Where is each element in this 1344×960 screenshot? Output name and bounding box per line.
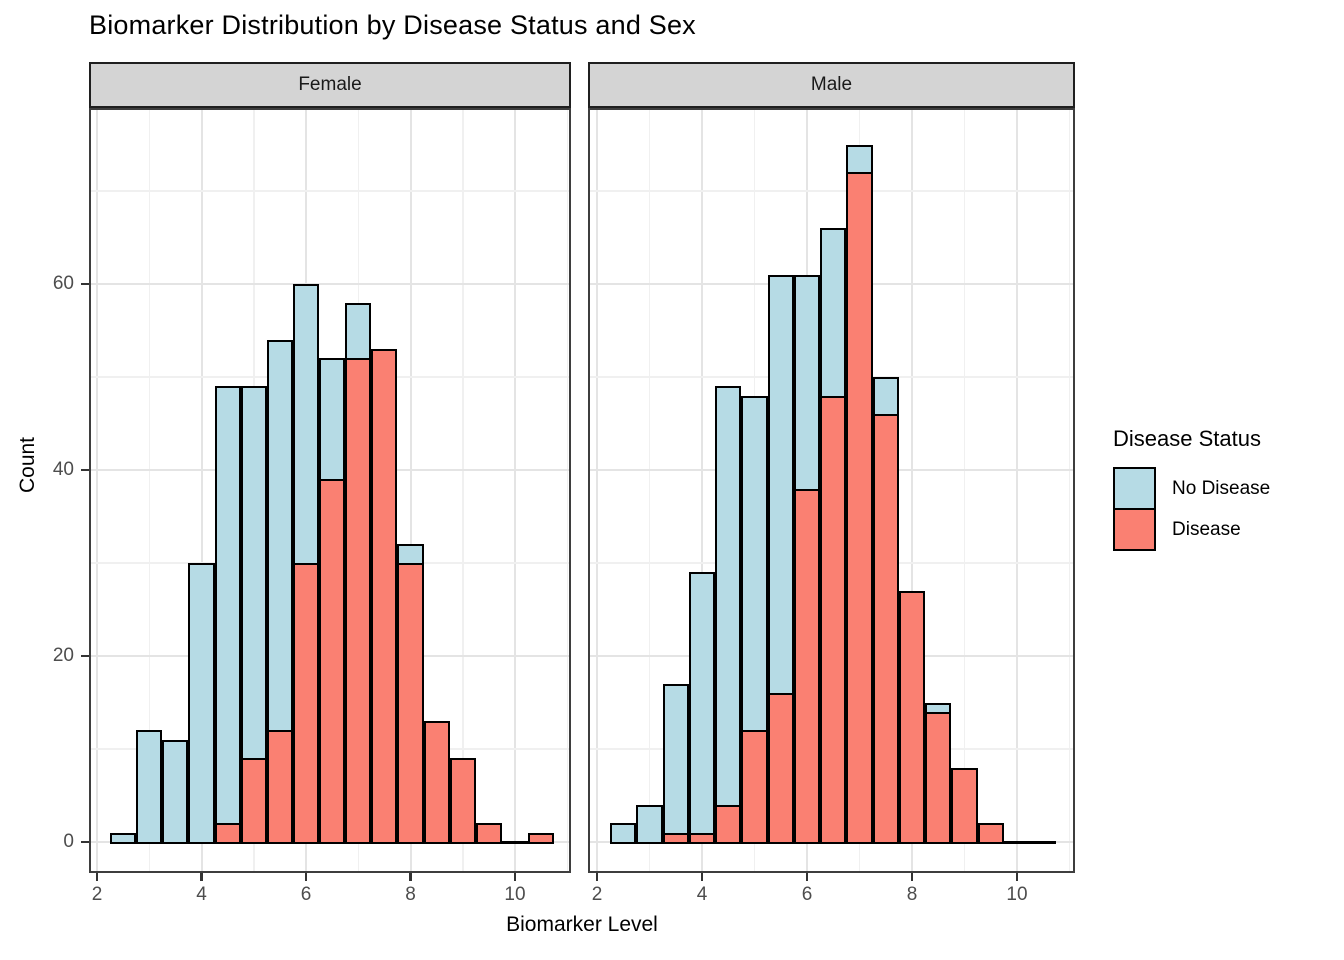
- x-axis-tick: [1015, 873, 1019, 881]
- x-axis-tick: [805, 873, 809, 881]
- histogram-bar: [188, 563, 215, 844]
- histogram-bar: [951, 767, 978, 844]
- facet-strip-label-male: Male: [810, 74, 853, 95]
- gridline-y-major: [91, 283, 569, 285]
- gridline-x-minor: [148, 110, 150, 871]
- histogram-bar: [214, 823, 241, 844]
- histogram-bar: [528, 832, 555, 844]
- y-axis-tick: [81, 468, 89, 472]
- disease-swatch: [1113, 508, 1156, 551]
- gridline-x-major: [200, 110, 203, 871]
- gridline-x-major: [596, 110, 598, 871]
- histogram-bar: [715, 386, 742, 844]
- histogram-bar: [977, 823, 1004, 844]
- histogram-bar: [423, 721, 450, 844]
- x-axis-tick: [200, 873, 203, 881]
- histogram-bar: [240, 758, 267, 844]
- y-axis-title: Count: [16, 436, 39, 494]
- y-axis-tick: [81, 282, 89, 286]
- histogram-bar: [688, 832, 716, 844]
- y-axis-tick-label: 20: [52, 645, 74, 666]
- x-axis-tick: [513, 873, 517, 881]
- legend-item-no-disease: No Disease: [1113, 467, 1270, 510]
- histogram-bar: [662, 683, 689, 844]
- x-axis-tick-label: 8: [405, 884, 416, 905]
- histogram-bar: [110, 832, 137, 844]
- gridline-y-minor: [91, 190, 569, 192]
- histogram-bar: [214, 386, 241, 844]
- histogram-bar: [397, 563, 424, 844]
- histogram-bar: [793, 488, 821, 844]
- y-axis-tick-label: 60: [52, 273, 74, 294]
- gridline-x-major: [701, 110, 703, 871]
- histogram-bar: [688, 572, 716, 844]
- y-axis-tick: [81, 654, 89, 658]
- histogram-bar: [820, 395, 847, 844]
- x-axis-tick-label: 8: [906, 884, 918, 905]
- x-axis-tick-label: 10: [1006, 884, 1028, 905]
- histogram-bar: [449, 758, 476, 844]
- gridline-x-minor: [963, 110, 966, 871]
- histogram-bar: [136, 730, 163, 844]
- x-axis-tick-label: 2: [91, 884, 103, 905]
- gridline-x-major: [96, 110, 98, 871]
- gridline-x-major: [514, 110, 516, 871]
- histogram-bar: [610, 823, 637, 844]
- x-axis-tick: [700, 873, 704, 881]
- gridline-x-minor: [462, 110, 464, 871]
- x-axis-tick: [910, 873, 914, 881]
- x-axis-tick-label: 4: [696, 884, 708, 905]
- histogram-bar: [872, 414, 899, 844]
- histogram-bar: [475, 823, 502, 844]
- histogram-bar: [636, 804, 663, 844]
- x-axis-title: Biomarker Level: [506, 913, 658, 936]
- x-axis-tick-label: 6: [300, 884, 312, 905]
- histogram-bar: [292, 563, 320, 844]
- histogram-bar: [767, 693, 794, 844]
- y-axis-tick-label: 40: [52, 459, 74, 480]
- histogram-bar: [741, 730, 768, 844]
- gridline-x-minor: [566, 110, 568, 871]
- x-axis-tick: [595, 873, 599, 881]
- histogram-bar: [162, 739, 189, 844]
- panel-female: [89, 108, 571, 873]
- histogram-bar: [319, 479, 346, 844]
- gridline-x-minor: [1068, 110, 1071, 871]
- histogram-bar: [371, 349, 398, 844]
- x-axis-tick: [95, 873, 99, 881]
- gridline-x-major: [911, 110, 913, 871]
- y-axis-tick-label: 0: [63, 831, 74, 852]
- gridline-x-major: [409, 110, 412, 871]
- y-axis-tick: [81, 840, 89, 844]
- x-axis-tick-label: 4: [196, 884, 207, 905]
- histogram-bar: [925, 711, 952, 844]
- x-axis-tick-label: 10: [504, 884, 526, 905]
- facet-strip-label-female: Female: [298, 74, 362, 95]
- histogram-bar: [345, 358, 372, 844]
- x-axis-tick: [409, 873, 412, 881]
- no-disease-swatch: [1113, 467, 1156, 510]
- facet-strip-female: Female: [89, 62, 571, 108]
- legend-title: Disease Status: [1113, 426, 1261, 451]
- legend-label: No Disease: [1172, 477, 1271, 499]
- x-axis-tick: [304, 873, 308, 881]
- gridline-y-minor: [590, 190, 1073, 192]
- x-axis-tick-label: 6: [801, 884, 813, 905]
- histogram-bar: [846, 172, 873, 844]
- gridline-x-minor: [648, 110, 651, 871]
- legend: Disease Status No Disease Disease: [1113, 426, 1270, 551]
- facet-strip-male: Male: [588, 62, 1075, 108]
- histogram-bar: [266, 730, 293, 844]
- histogram-bar: [898, 590, 926, 844]
- plot-title: Biomarker Distribution by Disease Status…: [89, 10, 696, 40]
- x-axis-tick-label: 2: [591, 884, 603, 905]
- gridline-x-major: [1016, 110, 1018, 871]
- panel-male: [588, 108, 1075, 873]
- legend-label: Disease: [1172, 518, 1241, 540]
- histogram-bar: [715, 804, 742, 844]
- histogram-bar: [662, 832, 689, 844]
- legend-item-disease: Disease: [1113, 508, 1270, 551]
